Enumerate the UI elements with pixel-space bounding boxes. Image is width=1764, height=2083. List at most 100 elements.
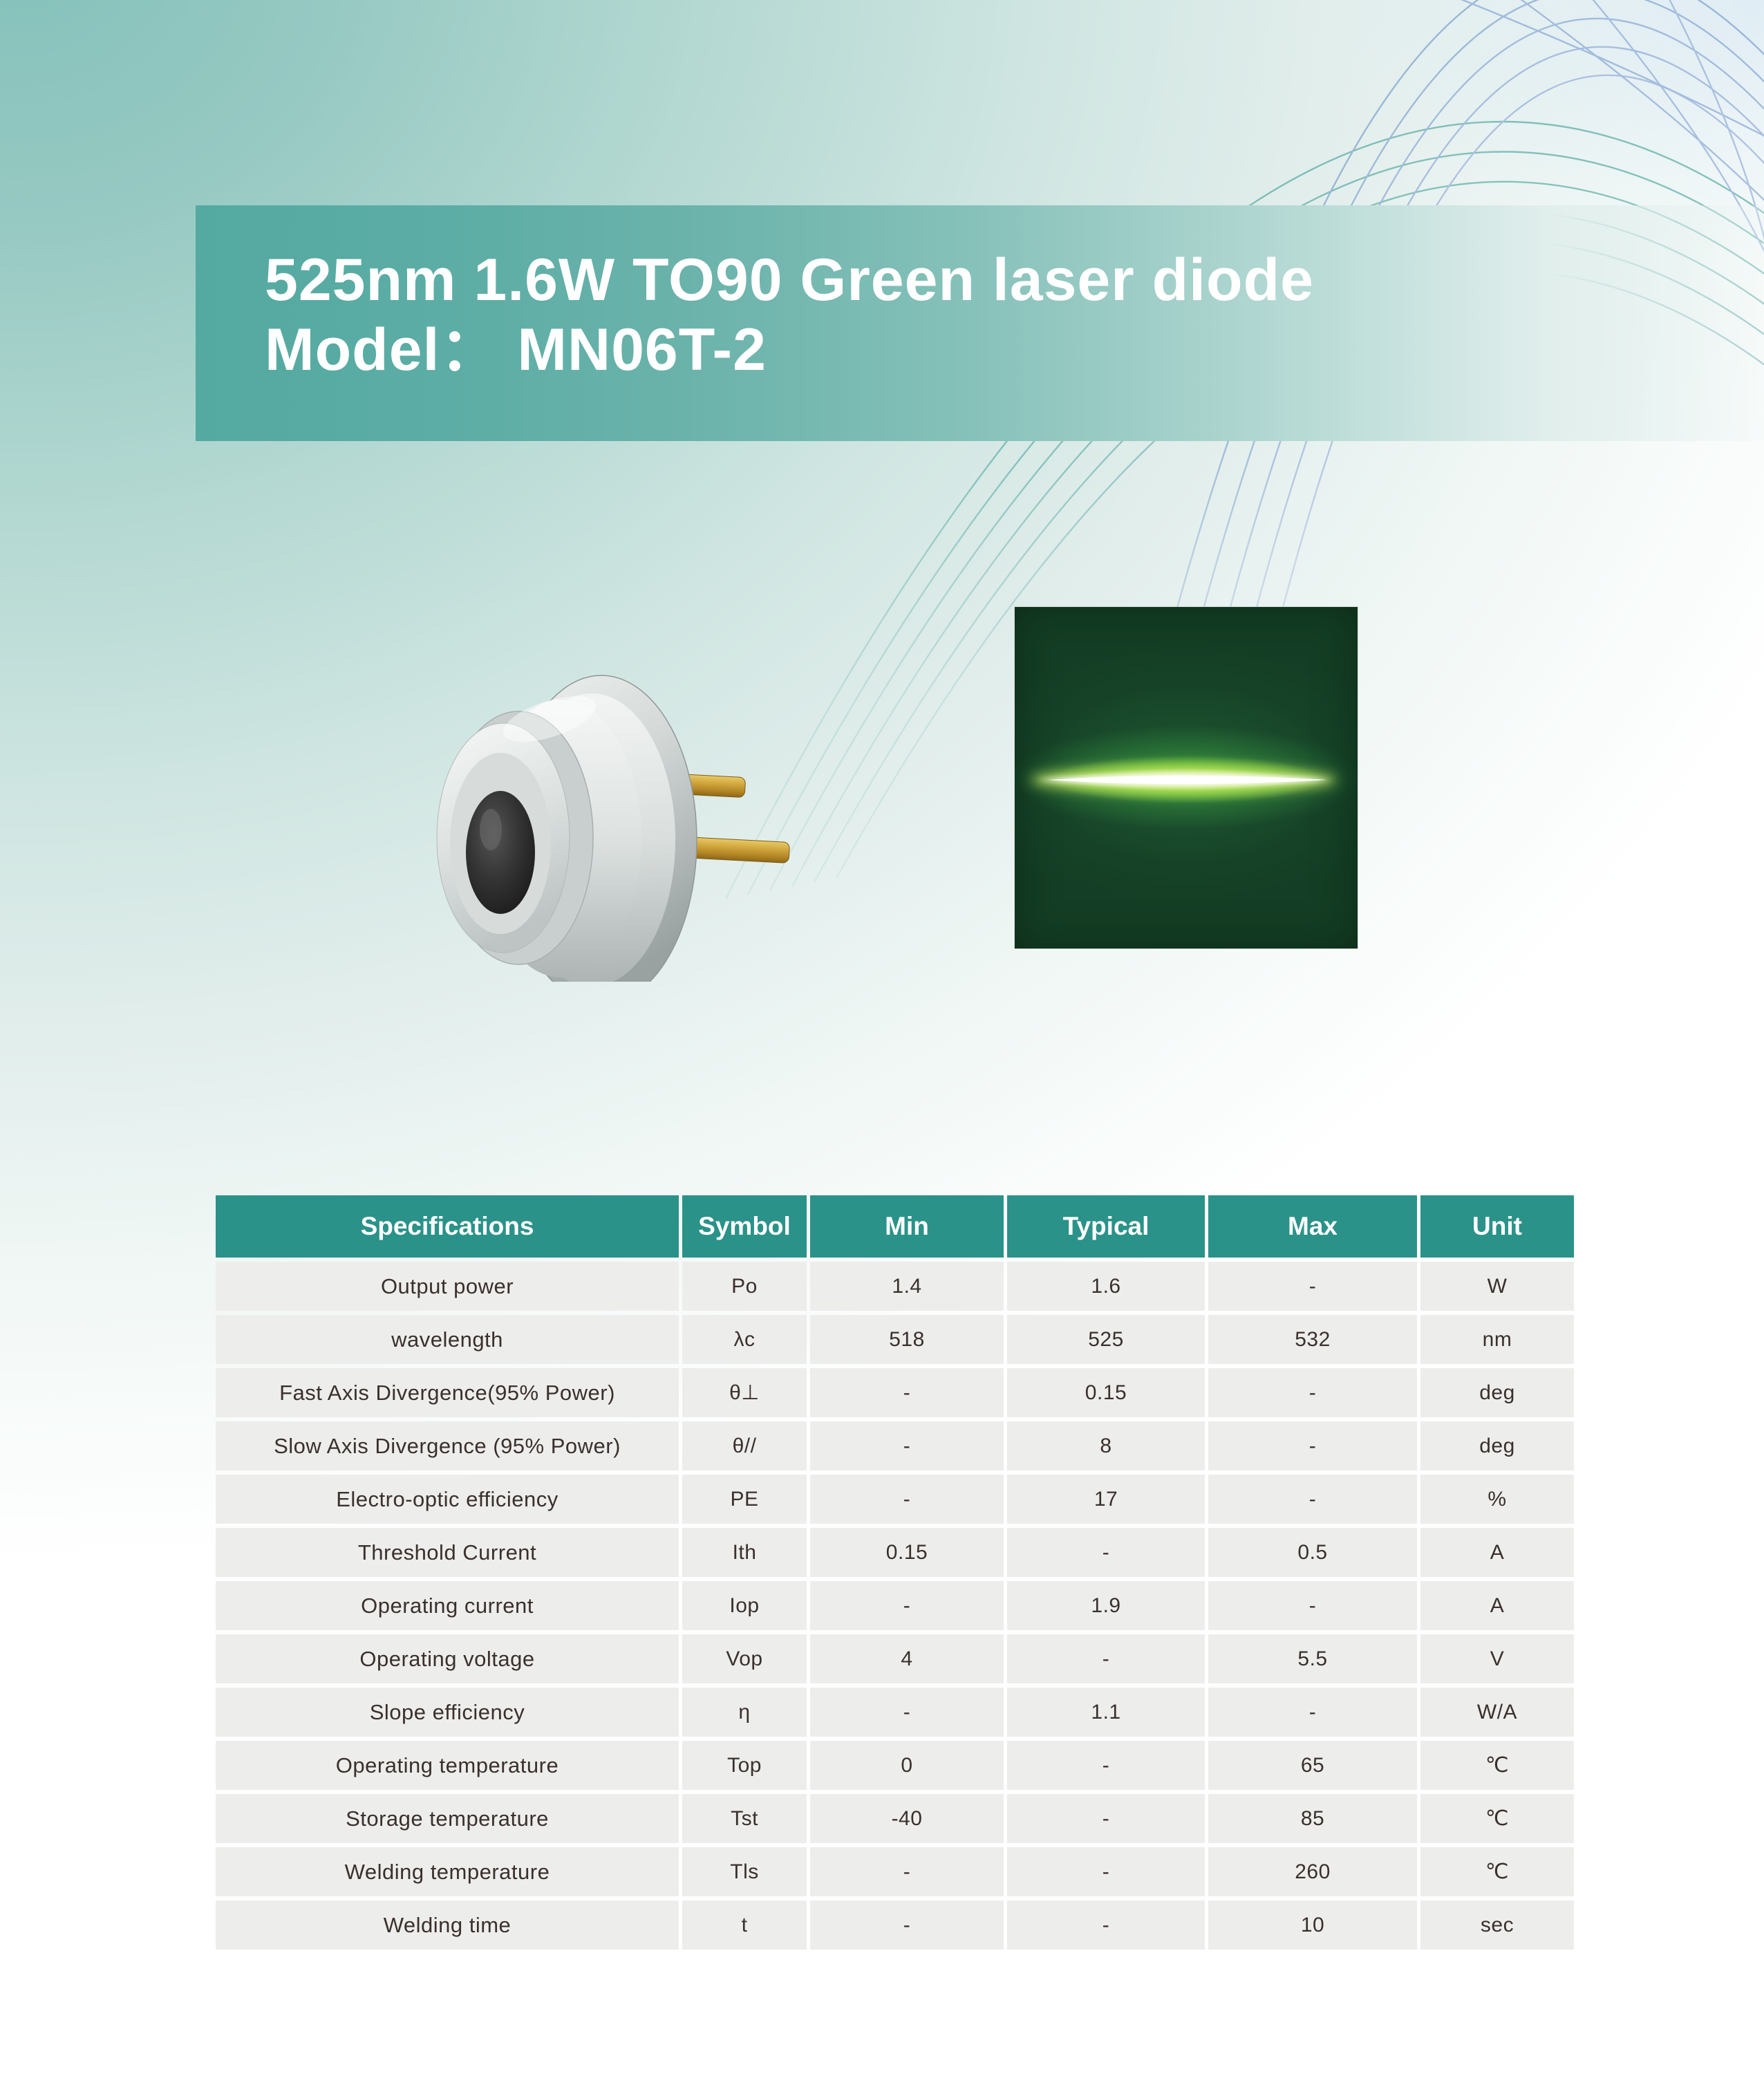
spec-name-cell: Operating temperature (216, 1741, 679, 1790)
column-header-specifications: Specifications (216, 1195, 679, 1258)
beam-core (1030, 766, 1337, 794)
spec-value-cell: deg (1420, 1368, 1574, 1417)
spec-value-cell: 0.5 (1208, 1528, 1417, 1577)
spec-value-cell: 1.1 (1007, 1688, 1205, 1737)
spec-value-cell: - (1208, 1688, 1417, 1737)
page-title-line2: Model： MN06T-2 (265, 317, 767, 383)
spec-value-cell: - (810, 1475, 1004, 1524)
spec-value-cell: ℃ (1420, 1794, 1574, 1843)
spec-name-cell: Threshold Current (216, 1528, 679, 1577)
spec-value-cell: 1.6 (1007, 1262, 1205, 1311)
spec-name-cell: Welding time (216, 1900, 679, 1950)
decorative-swirl-lines (724, 0, 1764, 899)
table-row: Electro-optic efficiency PE -17-% (216, 1475, 1574, 1524)
page-title-line1: 525nm 1.6W TO90 Green laser diode (265, 247, 1314, 313)
spec-value-cell: A (1420, 1581, 1574, 1630)
green-laser-beam-photo (1014, 606, 1358, 949)
spec-value-cell: Po (682, 1262, 807, 1311)
spec-value-cell: - (810, 1900, 1004, 1950)
spec-value-cell: ℃ (1420, 1847, 1574, 1896)
spec-value-cell: - (810, 1688, 1004, 1737)
spec-value-cell: - (1007, 1528, 1205, 1577)
spec-name-cell: Welding temperature (216, 1847, 679, 1896)
spec-name-cell: Fast Axis Divergence(95% Power) (216, 1368, 679, 1417)
table-row: wavelength λc 518 525 532 nm (216, 1315, 1574, 1364)
spec-value-cell: 0.15 (810, 1528, 1004, 1577)
spec-value-cell: - (810, 1368, 1004, 1417)
spec-value-cell: Tls (682, 1847, 807, 1896)
spec-value-cell: θ// (682, 1421, 807, 1470)
spec-value-cell: Iop (682, 1581, 807, 1630)
spec-value-cell: W (1420, 1262, 1574, 1311)
spec-value-cell: 532 (1208, 1315, 1417, 1364)
spec-value-cell: 85 (1208, 1794, 1417, 1843)
spec-value-cell: - (1208, 1421, 1417, 1470)
spec-value-cell: 1.9 (1007, 1581, 1205, 1630)
spec-value-cell: - (1208, 1475, 1417, 1524)
spec-value-cell: W/A (1420, 1688, 1574, 1737)
spec-value-cell: - (810, 1581, 1004, 1630)
spec-name-cell: Operating voltage (216, 1634, 679, 1683)
table-row: Welding temperature Tls - -260 ℃ (216, 1847, 1574, 1896)
spec-value-cell: 525 (1007, 1315, 1205, 1364)
gold-pin-lower (686, 837, 790, 863)
spec-value-cell: - (810, 1847, 1004, 1896)
spec-value-cell: 0 (810, 1741, 1004, 1790)
spec-value-cell: sec (1420, 1900, 1574, 1950)
spec-value-cell: - (1007, 1847, 1205, 1896)
spec-value-cell: - (1007, 1900, 1205, 1950)
diode-aperture (466, 791, 535, 914)
spec-value-cell: η (682, 1688, 807, 1737)
table-row: Operating temperature Top 0-65 ℃ (216, 1741, 1574, 1790)
spec-value-cell: 8 (1007, 1421, 1205, 1470)
spec-value-cell: nm (1420, 1315, 1574, 1364)
spec-value-cell: deg (1420, 1421, 1574, 1470)
laser-diode-photo (408, 636, 864, 1005)
table-row: Threshold Current Ith 0.15-0.5 A (216, 1528, 1574, 1577)
spec-value-cell: - (1208, 1262, 1417, 1311)
spec-value-cell: - (1007, 1794, 1205, 1843)
spec-value-cell: Tst (682, 1794, 807, 1843)
table-row: Slow Axis Divergence (95% Power) θ//-8- de… (216, 1421, 1574, 1470)
spec-name-cell: Electro-optic efficiency (216, 1475, 679, 1524)
spec-value-cell: - (1007, 1741, 1205, 1790)
spec-value-cell: 0.15 (1007, 1368, 1205, 1417)
table-row: Operating voltage Vop 4-5.5 V (216, 1634, 1574, 1683)
column-header-max: Max (1208, 1195, 1417, 1258)
spec-value-cell: 5.5 (1208, 1634, 1417, 1683)
title-banner: 525nm 1.6W TO90 Green laser diode Model：… (196, 205, 1764, 441)
spec-value-cell: Vop (682, 1634, 807, 1683)
spec-value-cell: λc (682, 1315, 807, 1364)
spec-value-cell: 10 (1208, 1900, 1417, 1950)
spec-table-header-row: Specifications Symbol Min Typical Max Unit (216, 1195, 1574, 1258)
table-row: Welding time t - -10 sec (216, 1900, 1574, 1950)
spec-value-cell: θ⊥ (682, 1368, 807, 1417)
table-row: Slope efficiency η -1.1- W/A (216, 1688, 1574, 1737)
spec-value-cell: 518 (810, 1315, 1004, 1364)
column-header-min: Min (810, 1195, 1004, 1258)
spec-value-cell: -40 (810, 1794, 1004, 1843)
spec-name-cell: Slow Axis Divergence (95% Power) (216, 1421, 679, 1470)
table-row: Operating current Iop -1.9- A (216, 1581, 1574, 1630)
spec-name-cell: wavelength (216, 1315, 679, 1364)
spec-value-cell: Ith (682, 1528, 807, 1577)
spec-name-cell: Output power (216, 1262, 679, 1311)
spec-name-cell: Operating current (216, 1581, 679, 1630)
spec-value-cell: 4 (810, 1634, 1004, 1683)
spec-value-cell: - (1208, 1368, 1417, 1417)
column-header-symbol: Symbol (682, 1195, 807, 1258)
table-row: Fast Axis Divergence(95% Power) θ⊥ -0.15- d… (216, 1368, 1574, 1417)
spec-value-cell: 260 (1208, 1847, 1417, 1896)
spec-name-cell: Storage temperature (216, 1794, 679, 1843)
spec-value-cell: ℃ (1420, 1741, 1574, 1790)
table-row: Output power Po 1.4 1.6- W (216, 1262, 1574, 1311)
spec-value-cell: % (1420, 1475, 1574, 1524)
spec-value-cell: PE (682, 1475, 807, 1524)
spec-value-cell: - (1007, 1634, 1205, 1683)
spec-value-cell: - (810, 1421, 1004, 1470)
table-row: Storage temperature Tst -40-85 ℃ (216, 1794, 1574, 1843)
column-header-unit: Unit (1420, 1195, 1574, 1258)
spec-value-cell: V (1420, 1634, 1574, 1683)
spec-value-cell: t (682, 1900, 807, 1950)
spec-value-cell: A (1420, 1528, 1574, 1577)
